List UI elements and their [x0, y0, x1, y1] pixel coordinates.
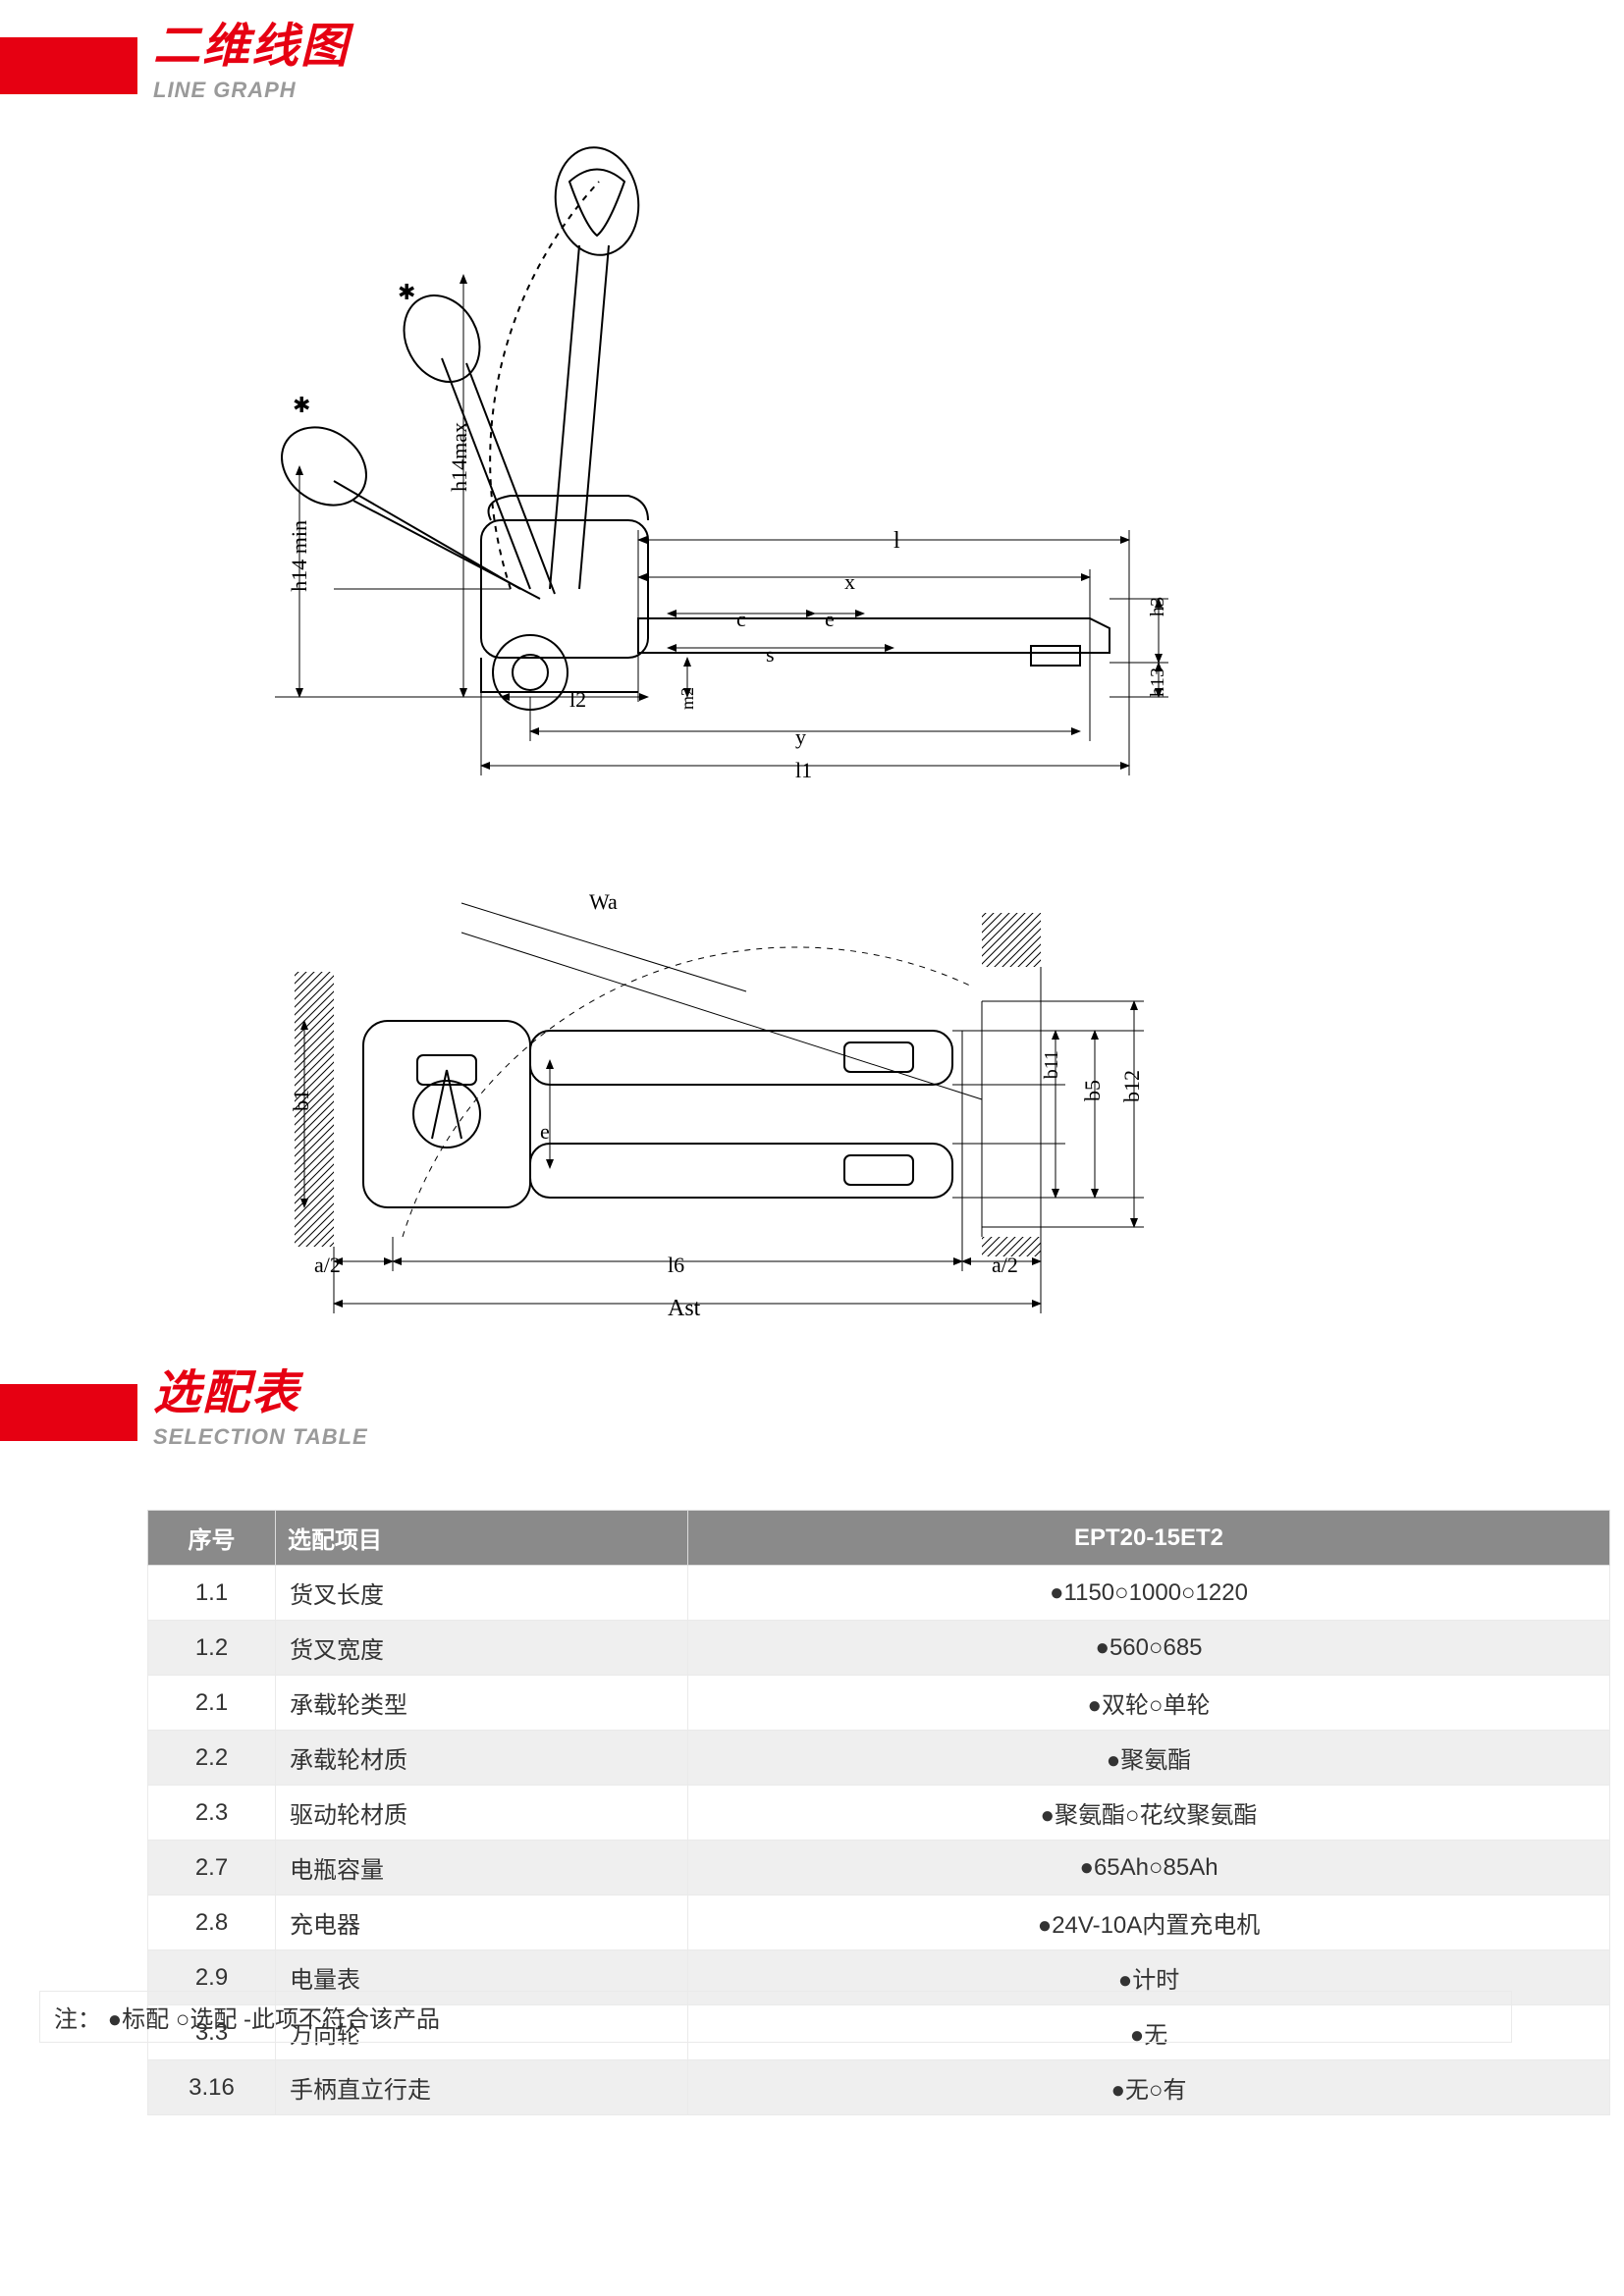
- dim-label: b1: [289, 1090, 314, 1111]
- table-row: 2.7电瓶容量●65Ah○85Ah: [148, 1841, 1610, 1896]
- cell-id: 1.1: [148, 1566, 276, 1621]
- table-row: 1.1货叉长度●1150○1000○1220: [148, 1566, 1610, 1621]
- accent-block-1: [0, 37, 137, 94]
- table-row: 2.3驱动轮材质●聚氨酯○花纹聚氨酯: [148, 1786, 1610, 1841]
- dim-label: e: [825, 607, 835, 632]
- section-header-linegraph: 二维线图 LINE GRAPH: [153, 22, 350, 103]
- dim-label: m2: [677, 687, 698, 710]
- cell-item: 充电器: [276, 1896, 688, 1950]
- dim-label: h3: [1147, 597, 1169, 616]
- cell-item: 电瓶容量: [276, 1841, 688, 1896]
- table-row: 2.2承载轮材质●聚氨酯: [148, 1731, 1610, 1786]
- cell-value: ●聚氨酯○花纹聚氨酯: [688, 1786, 1610, 1841]
- cell-id: 1.2: [148, 1621, 276, 1676]
- cell-value: ●双轮○单轮: [688, 1676, 1610, 1731]
- accent-block-2: [0, 1384, 137, 1441]
- cell-value: ●65Ah○85Ah: [688, 1841, 1610, 1896]
- col-item: 选配项目: [276, 1511, 688, 1566]
- svg-text:✱: ✱: [398, 280, 415, 304]
- dim-label: h14max: [447, 422, 472, 492]
- dim-label: l6: [668, 1253, 684, 1278]
- cell-value: ●24V-10A内置充电机: [688, 1896, 1610, 1950]
- dim-label: b5: [1080, 1080, 1106, 1101]
- table-row: 3.16手柄直立行走●无○有: [148, 2060, 1610, 2115]
- svg-text:✱: ✱: [293, 393, 310, 417]
- col-model: EPT20-15ET2: [688, 1511, 1610, 1566]
- table-row: 1.2货叉宽度●560○685: [148, 1621, 1610, 1676]
- dim-label: s: [766, 642, 775, 667]
- cell-item: 货叉宽度: [276, 1621, 688, 1676]
- cell-value: ●无○有: [688, 2060, 1610, 2115]
- cell-item: 手柄直立行走: [276, 2060, 688, 2115]
- dim-label: l2: [569, 687, 586, 713]
- side-view-svg: ✱ ✱: [187, 108, 1218, 815]
- dim-label: a/2: [992, 1253, 1018, 1278]
- title-en-1: LINE GRAPH: [153, 78, 350, 103]
- cell-item: 承载轮材质: [276, 1731, 688, 1786]
- dim-label: x: [844, 569, 855, 595]
- dim-label: h14 min: [287, 520, 312, 592]
- table-row: 2.1承载轮类型●双轮○单轮: [148, 1676, 1610, 1731]
- title-en-2: SELECTION TABLE: [153, 1424, 368, 1450]
- cell-value: ●聚氨酯: [688, 1731, 1610, 1786]
- cell-id: 2.3: [148, 1786, 276, 1841]
- table-footnote: 注： ●标配 ○选配 -此项不符合该产品: [39, 1991, 1512, 2043]
- col-id: 序号: [148, 1511, 276, 1566]
- dim-label: e: [540, 1119, 550, 1145]
- table-row: 2.8充电器●24V-10A内置充电机: [148, 1896, 1610, 1950]
- cell-id: 2.2: [148, 1731, 276, 1786]
- top-view-svg: [295, 874, 1198, 1335]
- dim-label: b12: [1119, 1070, 1145, 1102]
- dim-label: Wa: [589, 889, 618, 915]
- cell-id: 2.1: [148, 1676, 276, 1731]
- cell-item: 承载轮类型: [276, 1676, 688, 1731]
- dim-label: c: [736, 607, 746, 632]
- section-header-selection: 选配表 SELECTION TABLE: [153, 1368, 368, 1450]
- title-cn-1: 二维线图: [153, 22, 350, 74]
- dim-label: h13: [1147, 667, 1169, 697]
- cell-item: 驱动轮材质: [276, 1786, 688, 1841]
- diagram-top-view: Wab1ea/2l6a/2Astb11b5b12: [295, 874, 1198, 1335]
- dim-label: a/2: [314, 1253, 341, 1278]
- title-cn-2: 选配表: [153, 1368, 368, 1420]
- dim-label: b11: [1041, 1050, 1063, 1079]
- dim-label: y: [795, 724, 806, 750]
- diagram-side-view: ✱ ✱: [187, 108, 1218, 815]
- cell-item: 货叉长度: [276, 1566, 688, 1621]
- cell-id: 3.16: [148, 2060, 276, 2115]
- dim-label: Ast: [668, 1296, 700, 1322]
- table-header-row: 序号 选配项目 EPT20-15ET2: [148, 1511, 1610, 1566]
- cell-value: ●560○685: [688, 1621, 1610, 1676]
- dim-label: l1: [795, 758, 812, 783]
- cell-id: 2.8: [148, 1896, 276, 1950]
- dim-label: l: [893, 528, 900, 555]
- cell-id: 2.7: [148, 1841, 276, 1896]
- cell-value: ●1150○1000○1220: [688, 1566, 1610, 1621]
